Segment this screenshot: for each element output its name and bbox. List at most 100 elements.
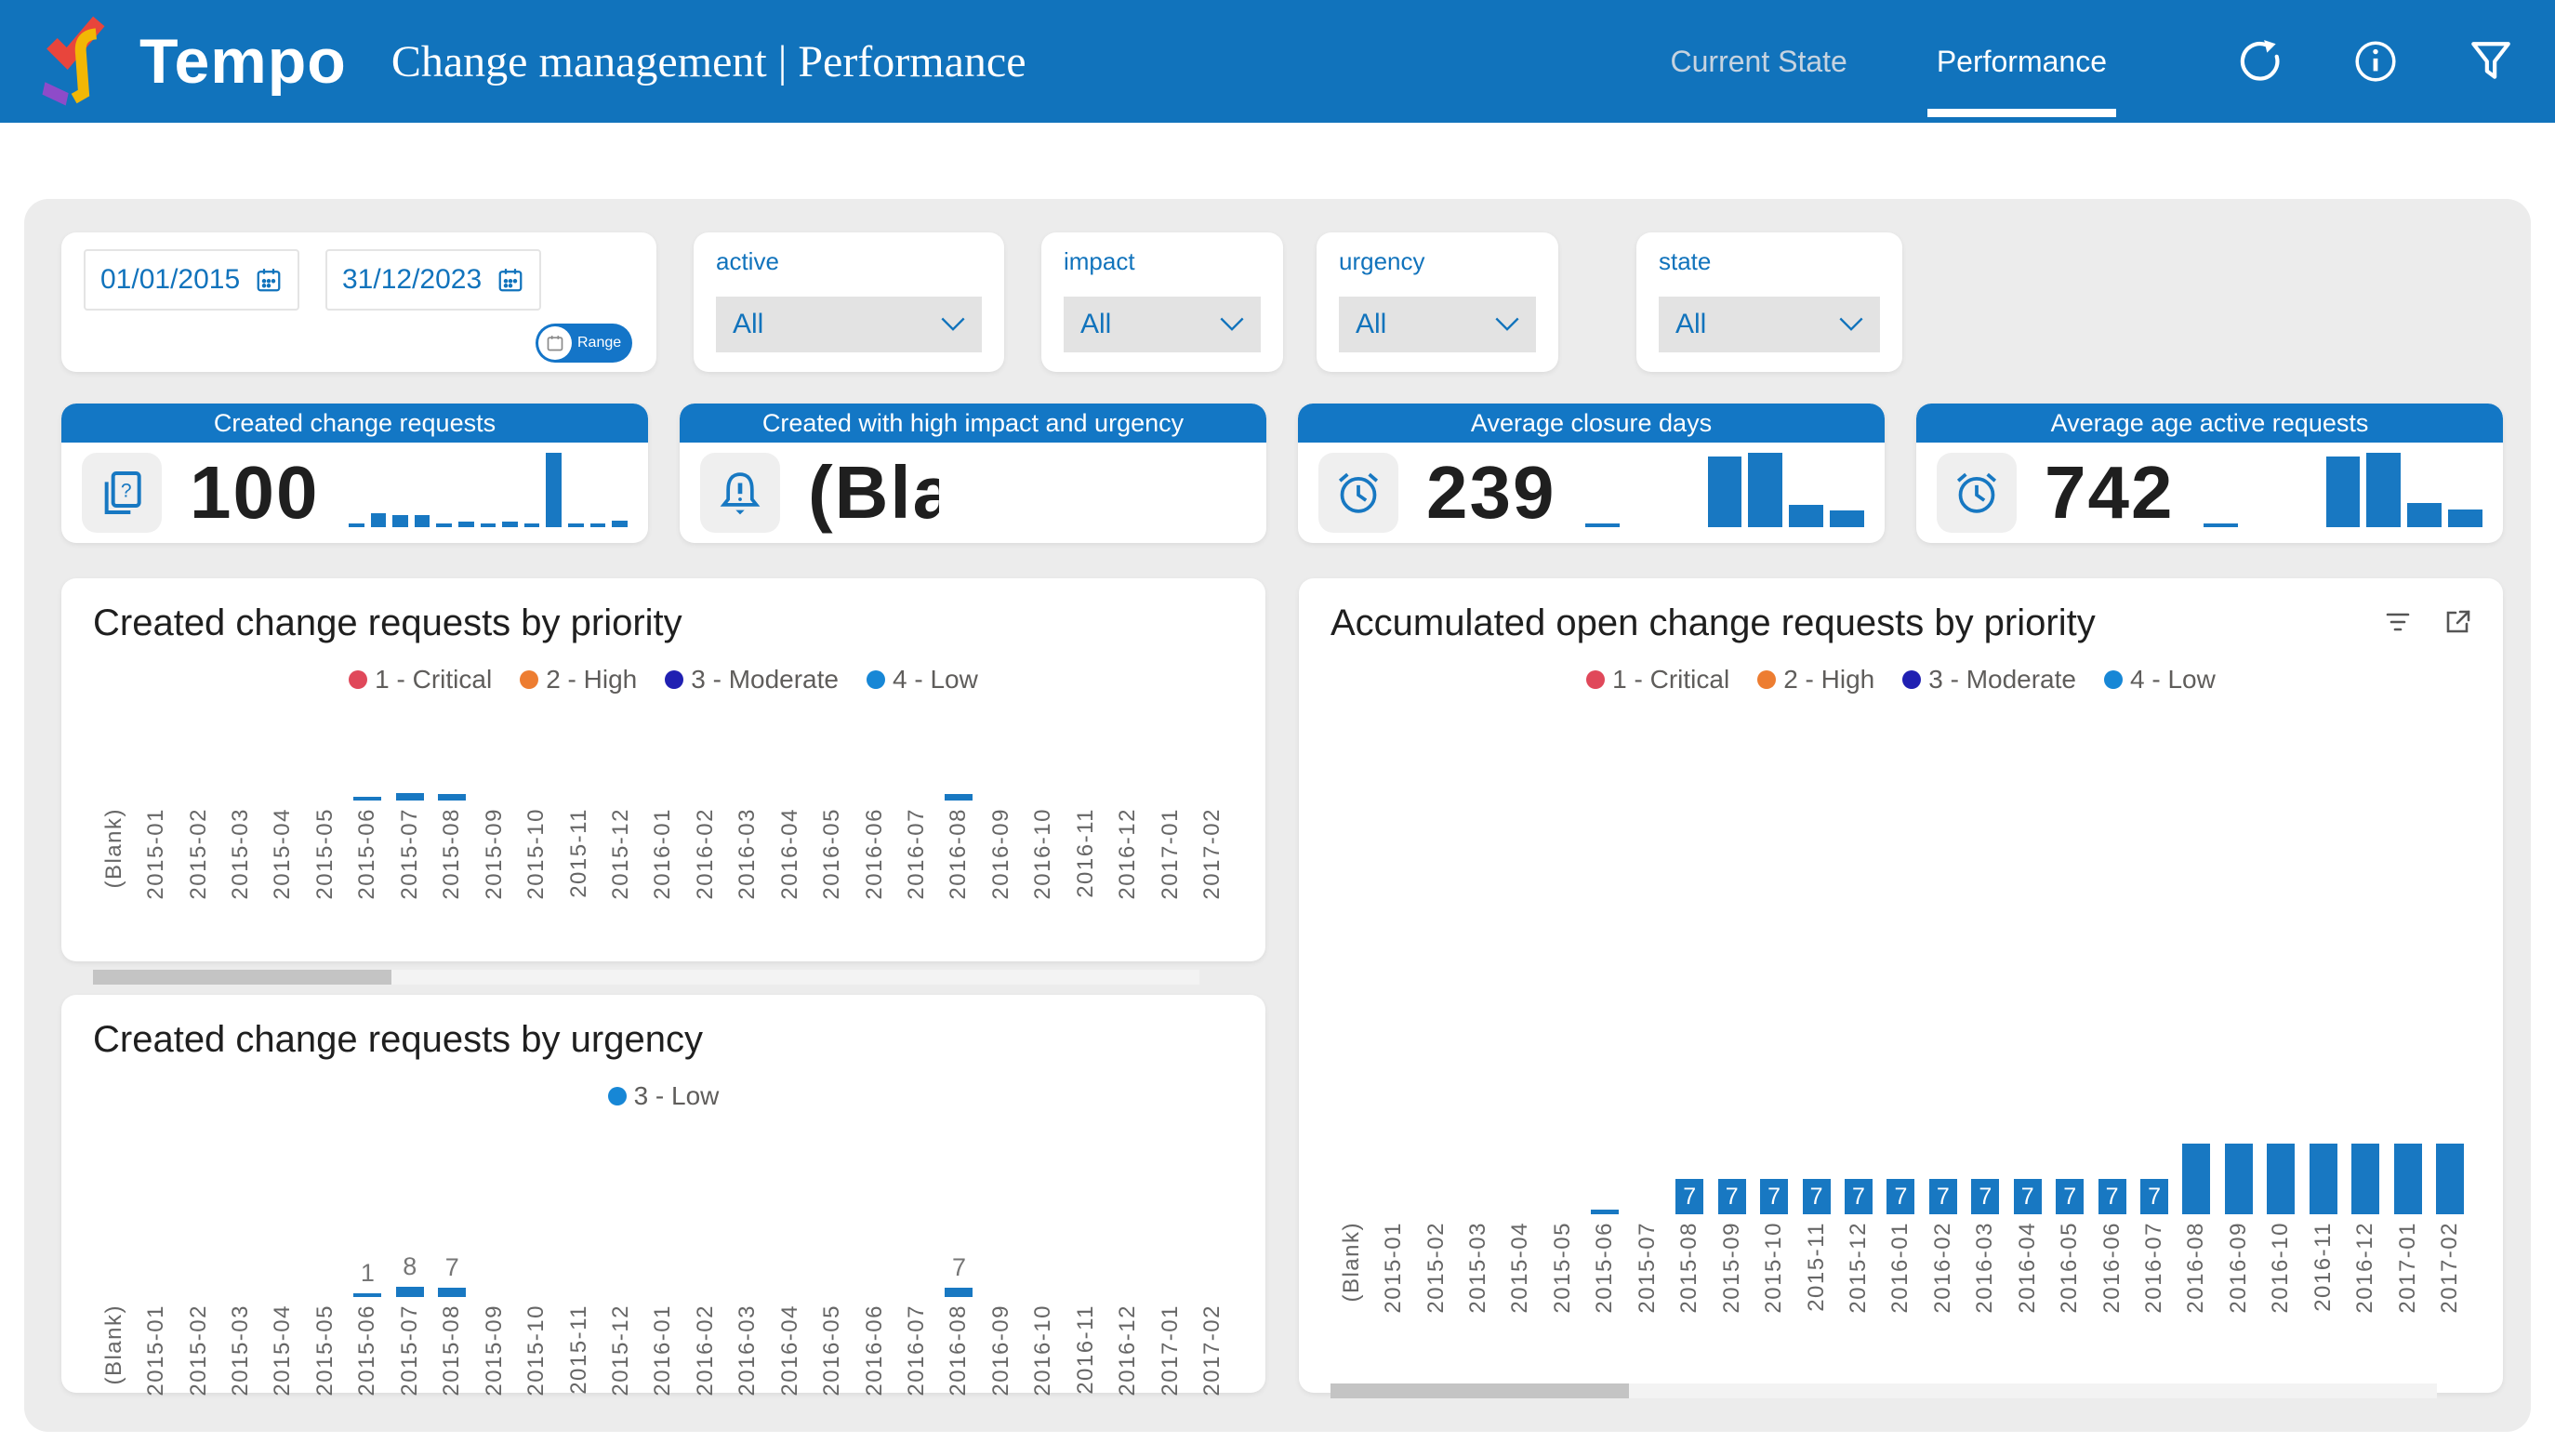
scrollbar-thumb[interactable]	[93, 970, 392, 985]
active-dropdown[interactable]: All	[716, 297, 982, 352]
legend-item[interactable]: 3 - Moderate	[665, 665, 839, 695]
bar[interactable]	[2224, 1144, 2253, 1214]
spark-bar	[2366, 453, 2402, 527]
end-date-field[interactable]: 31/12/2023	[325, 249, 541, 311]
bar[interactable]: 7	[1886, 1179, 1915, 1214]
legend-dot-icon	[1902, 670, 1922, 689]
state-dropdown[interactable]: All	[1659, 297, 1880, 352]
x-axis-label: 2016-03	[735, 1304, 761, 1396]
bar[interactable]: 7	[1760, 1179, 1789, 1214]
app-header: Tempo Change management | Performance Cu…	[0, 0, 2555, 123]
chart-scrollbar[interactable]	[93, 970, 1200, 985]
x-axis-label: 2016-10	[1030, 808, 1056, 900]
filter-icon[interactable]	[2468, 38, 2514, 85]
bar[interactable]: 7	[1802, 1179, 1831, 1214]
bar[interactable]	[2393, 1144, 2422, 1214]
bar[interactable]: 7	[1675, 1179, 1704, 1214]
chart-scrollbar[interactable]	[1330, 1383, 2438, 1398]
chevron-down-icon	[941, 317, 965, 331]
bar[interactable]	[353, 797, 382, 801]
bar[interactable]: 7	[1717, 1179, 1746, 1214]
bar[interactable]	[395, 793, 424, 801]
bar[interactable]	[395, 1287, 424, 1297]
chart-plot: 7 7 7 7 7 7 7 7 7 7 7 7	[1330, 708, 2471, 1214]
x-axis-label: 2016-06	[861, 1304, 887, 1396]
impact-dropdown[interactable]: All	[1064, 297, 1261, 352]
spark-bar	[502, 522, 518, 527]
bar[interactable]: 7	[2056, 1179, 2085, 1214]
x-axis-label: 2015-10	[523, 1304, 549, 1396]
legend-item[interactable]: 3 - Moderate	[1902, 665, 2076, 695]
legend-dot-icon	[665, 670, 684, 689]
bar[interactable]	[353, 1293, 382, 1297]
legend-item[interactable]: 2 - High	[1757, 665, 1874, 695]
bar[interactable]	[945, 1288, 973, 1297]
legend-item[interactable]: 2 - High	[520, 665, 637, 695]
bar[interactable]	[1591, 1210, 1620, 1214]
x-axis-label: 2015-09	[481, 1304, 507, 1396]
bar[interactable]	[438, 1288, 467, 1297]
urgency-dropdown[interactable]: All	[1339, 297, 1536, 352]
bar[interactable]: 7	[1844, 1179, 1873, 1214]
chevron-down-icon	[1220, 317, 1244, 331]
tab-current-state[interactable]: Current State	[1671, 0, 1847, 123]
chevron-down-icon	[1839, 317, 1863, 331]
tab-label: Performance	[1936, 44, 2107, 78]
filter-label: state	[1659, 247, 1712, 275]
bar[interactable]	[2351, 1144, 2380, 1214]
info-icon[interactable]	[2352, 38, 2399, 85]
tab-performance[interactable]: Performance	[1926, 0, 2116, 123]
legend-item[interactable]: 4 - Low	[2103, 665, 2216, 695]
data-label: 7	[2148, 1183, 2161, 1210]
x-axis-label: 2016-05	[819, 808, 845, 900]
legend-item[interactable]: 3 - Low	[607, 1081, 719, 1111]
visual-filters-icon[interactable]	[2384, 608, 2412, 636]
date-range-toggle[interactable]: Range	[536, 324, 632, 363]
filter-card-urgency: urgency All	[1317, 232, 1558, 372]
dropdown-value: All	[733, 309, 764, 339]
x-axis-label: 2015-01	[1381, 1222, 1407, 1314]
bar[interactable]	[438, 794, 467, 801]
alarm-clock-icon	[1937, 453, 2017, 533]
legend-dot-icon	[1757, 670, 1777, 689]
x-axis-label: 2016-11	[1072, 1304, 1098, 1395]
bar[interactable]: 7	[1971, 1179, 2000, 1214]
scrollbar-thumb[interactable]	[1330, 1383, 1630, 1398]
alarm-clock-icon	[1318, 453, 1398, 533]
x-axis-label: 2016-01	[1887, 1222, 1913, 1314]
x-axis-label: 2015-09	[481, 808, 507, 900]
kpi-average-age-active-requests: Average age active requests 742....	[1916, 404, 2503, 543]
spark-bar	[612, 521, 628, 527]
tempo-logo-icon	[42, 16, 105, 106]
spark-bar	[414, 515, 430, 527]
alert-bell-icon	[700, 453, 780, 533]
bar[interactable]: 7	[2098, 1179, 2126, 1214]
x-axis-label: 2016-10	[1030, 1304, 1056, 1396]
bar[interactable]: 7	[2140, 1179, 2169, 1214]
bar[interactable]	[945, 794, 973, 801]
x-axis-label: 2015-11	[565, 1304, 591, 1395]
x-axis-label: 2016-07	[904, 808, 930, 900]
spark-bar	[458, 522, 474, 527]
bar[interactable]	[2309, 1144, 2337, 1214]
refresh-icon[interactable]	[2237, 38, 2284, 85]
x-axis-label: 2015-08	[439, 808, 465, 900]
legend-dot-icon	[866, 670, 885, 689]
bar[interactable]	[2436, 1144, 2465, 1214]
legend-item[interactable]: 1 - Critical	[349, 665, 492, 695]
focus-mode-icon[interactable]	[2443, 608, 2471, 636]
bar[interactable]: 7	[1928, 1179, 1957, 1214]
x-axis-label: 2016-05	[819, 1304, 845, 1396]
spark-bar	[436, 523, 453, 527]
bar[interactable]	[2267, 1144, 2296, 1214]
bar[interactable]: 7	[2013, 1179, 2042, 1214]
legend-label: 2 - High	[1783, 665, 1875, 694]
legend-item[interactable]: 4 - Low	[866, 665, 978, 695]
legend-item[interactable]: 1 - Critical	[1586, 665, 1729, 695]
kpi-value: 100	[190, 451, 320, 534]
x-axis-label: 2015-04	[270, 1304, 296, 1396]
start-date-field[interactable]: 01/01/2015	[84, 249, 299, 311]
x-axis-label: 2016-08	[2183, 1222, 2209, 1314]
bar[interactable]	[2182, 1144, 2211, 1214]
